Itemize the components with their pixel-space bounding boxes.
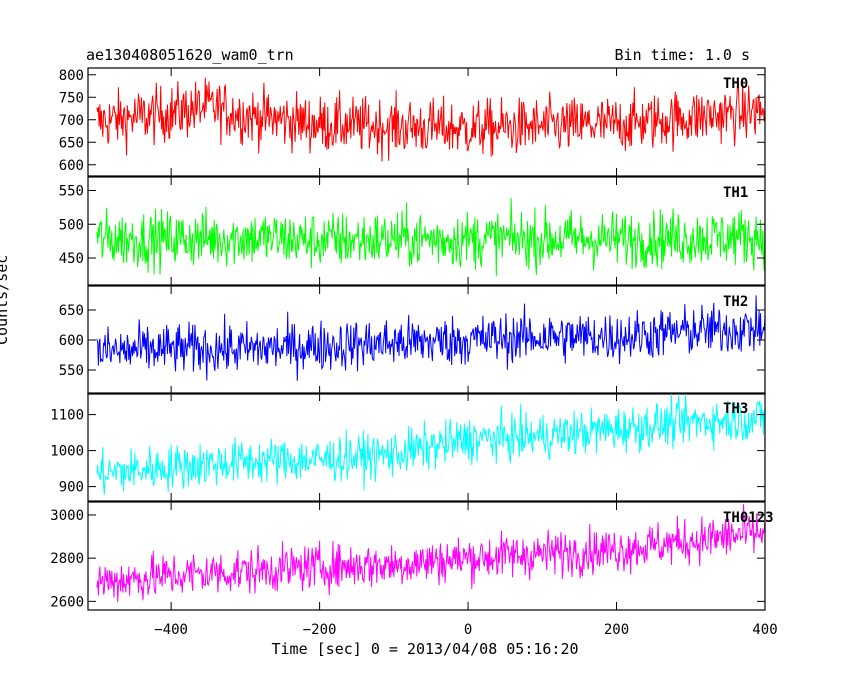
x-tick-label: 400 [752, 622, 777, 638]
panel-label-th1: TH1 [723, 185, 748, 201]
panel-label-th0123: TH0123 [723, 510, 774, 526]
y-tick-label: 3000 [50, 508, 84, 524]
panel-frame [87, 176, 766, 286]
y-tick-label: 1100 [50, 408, 84, 424]
y-tick-label: 800 [59, 68, 84, 84]
x-axis-label: Time [sec] 0 = 2013/04/08 05:16:20 [271, 640, 579, 658]
panel-frame [87, 67, 766, 177]
panel-label-th3: TH3 [723, 401, 748, 417]
y-tick-label: 450 [59, 251, 84, 267]
bin-time-label: Bin time: 1.0 s [614, 46, 750, 64]
y-tick-label: 2600 [50, 594, 84, 610]
series-line-th0123 [96, 504, 766, 603]
y-tick-label: 1000 [50, 444, 84, 460]
y-tick-label: 650 [59, 303, 84, 319]
series-line-th1 [96, 197, 766, 277]
y-tick-label: 750 [59, 90, 84, 106]
y-tick-label: 700 [59, 113, 84, 129]
y-tick-label: 2800 [50, 551, 84, 567]
y-tick-label: 500 [59, 217, 84, 233]
y-tick-label: 650 [59, 135, 84, 151]
y-tick-label: 550 [59, 184, 84, 200]
y-tick-label: 900 [59, 480, 84, 496]
series-line-th0 [96, 77, 766, 162]
x-tick-label: −400 [154, 622, 188, 638]
series-line-th2 [96, 295, 766, 381]
x-tick-label: −200 [303, 622, 337, 638]
series-line-th3 [96, 394, 766, 495]
panel-label-th2: TH2 [723, 294, 748, 310]
panel-frame [87, 501, 766, 611]
panel-frame [87, 392, 766, 502]
y-tick-label: 600 [59, 158, 84, 174]
y-tick-label: 550 [59, 363, 84, 379]
plot-title: ae130408051620_wam0_trn [86, 46, 294, 64]
y-tick-label: 600 [59, 333, 84, 349]
x-tick-label: 200 [604, 622, 629, 638]
panel-label-th0: TH0 [723, 76, 748, 92]
x-tick-label: 0 [464, 622, 472, 638]
